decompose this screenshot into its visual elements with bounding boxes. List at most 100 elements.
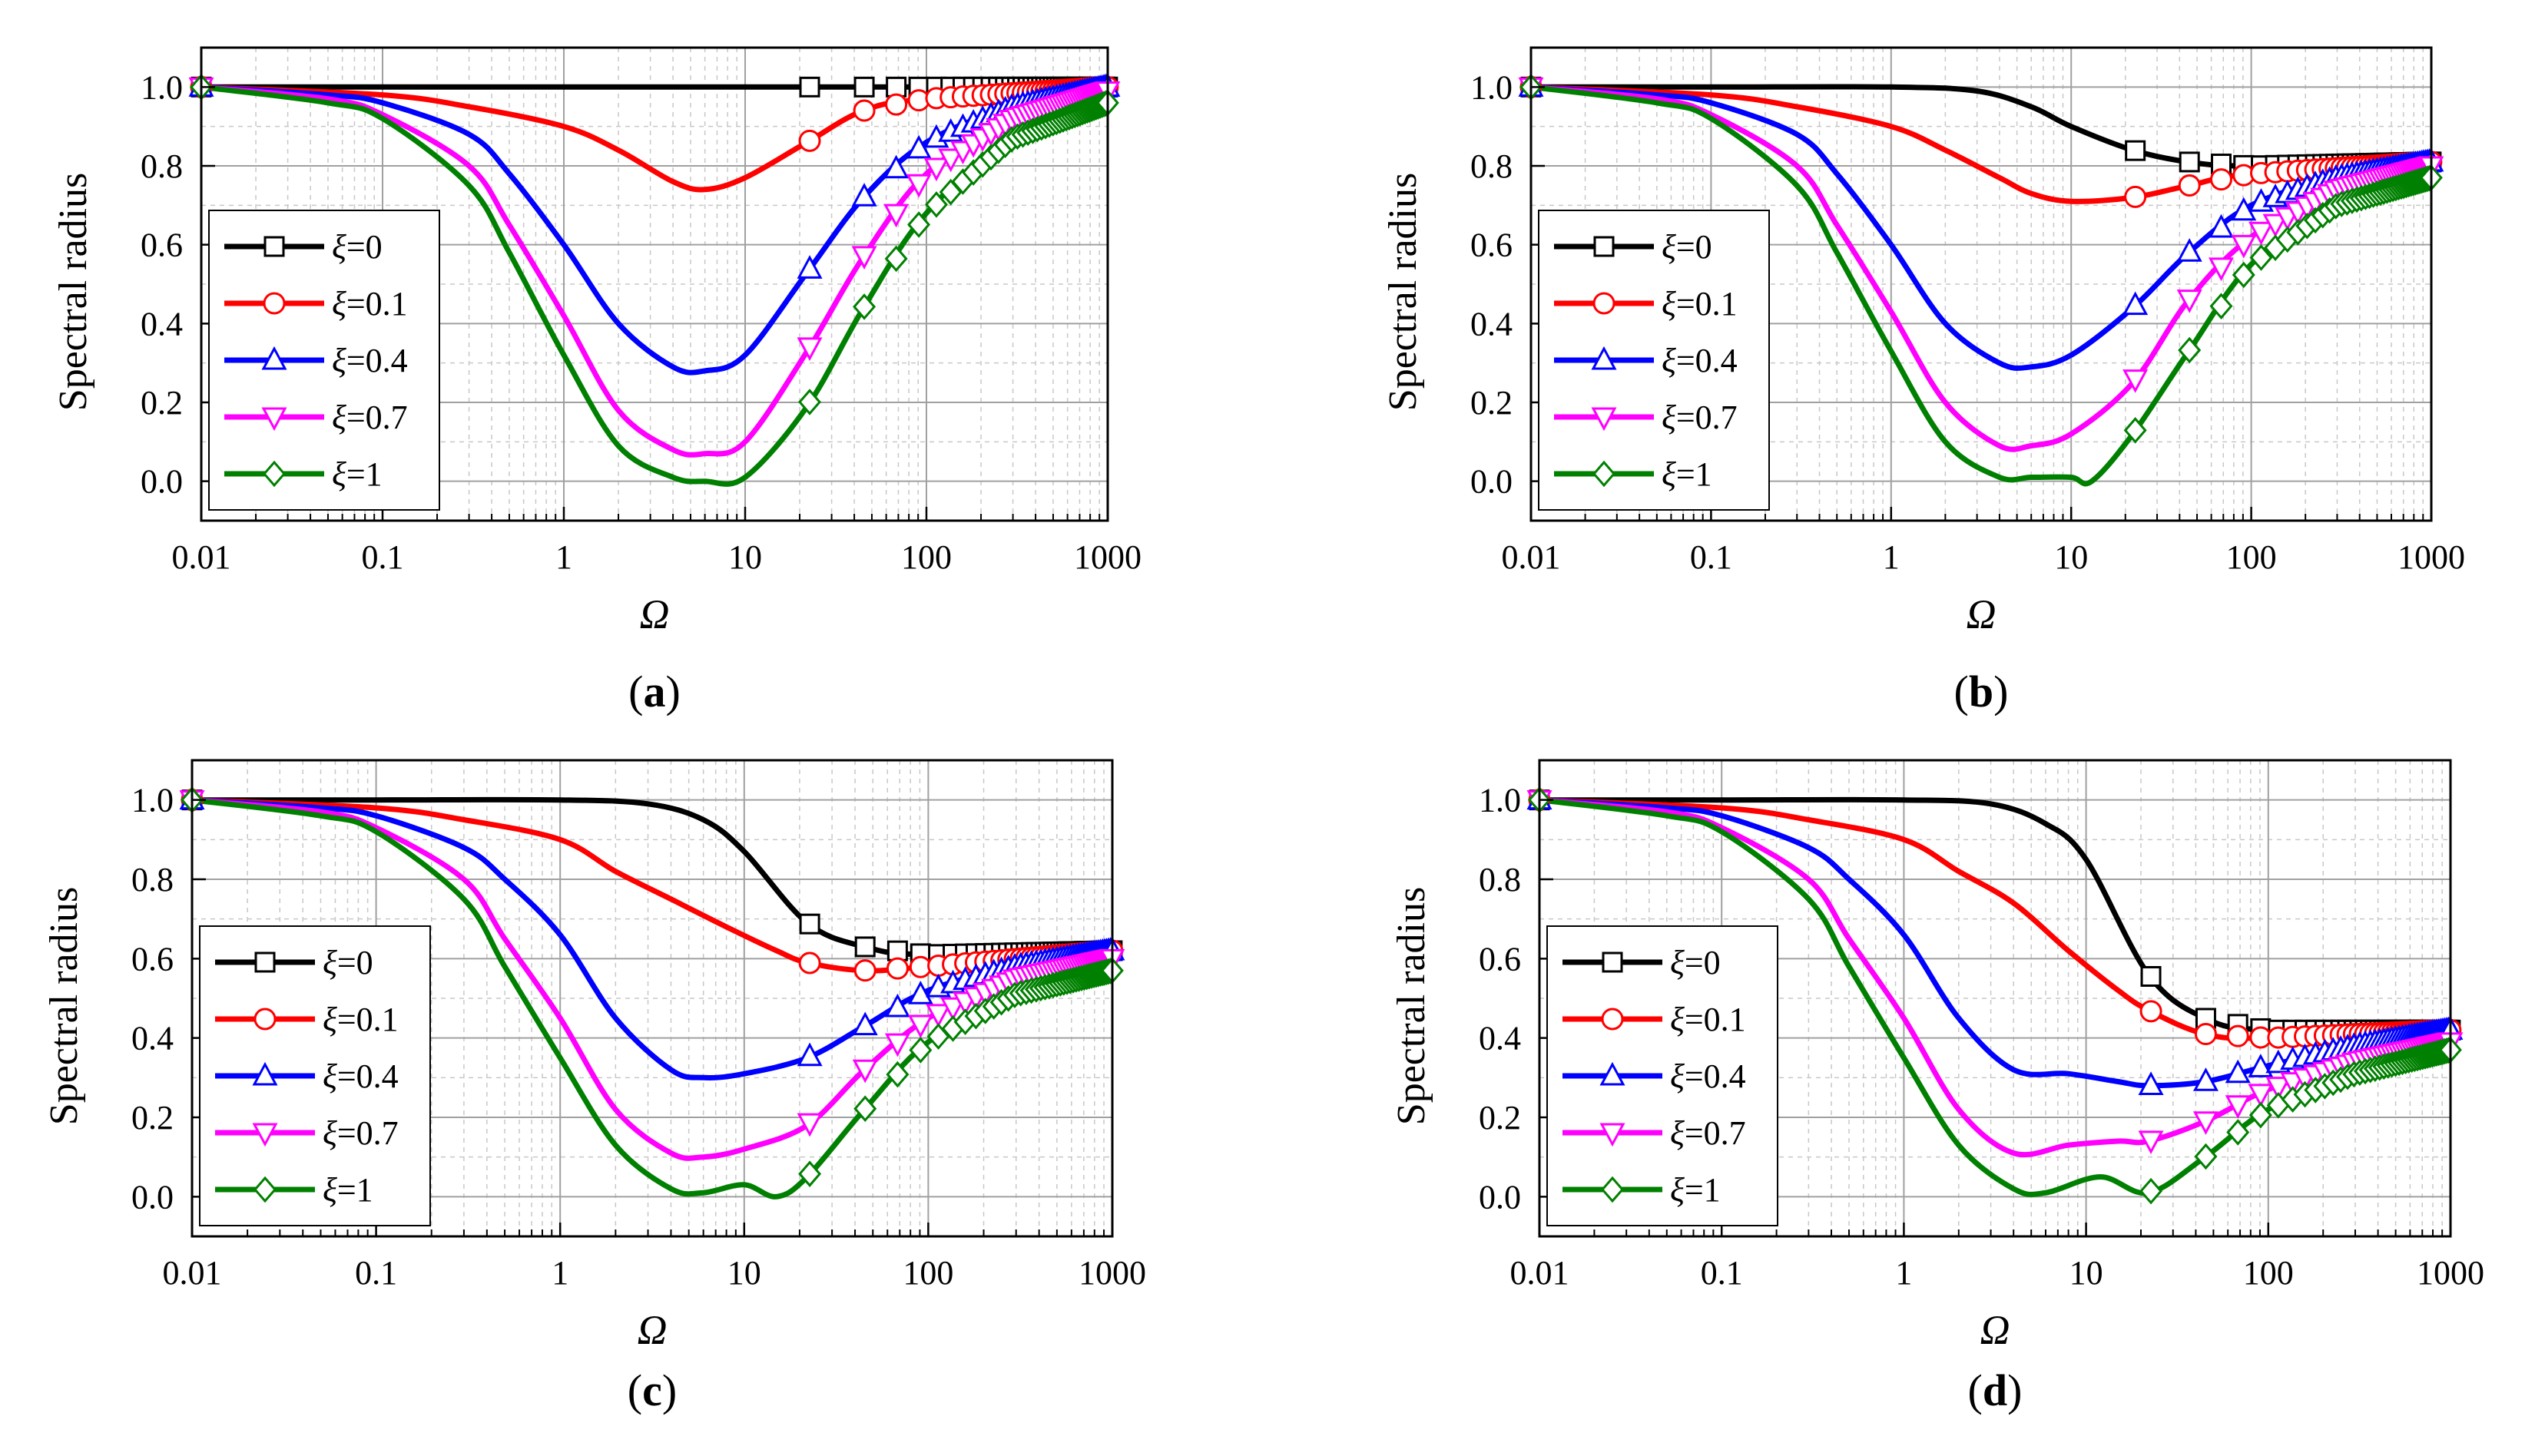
series-point-3 bbox=[940, 997, 966, 1021]
legend-label: ξ=0 bbox=[323, 944, 373, 981]
x-tick-label: 0.1 bbox=[1690, 538, 1732, 576]
legend-marker bbox=[1591, 346, 1617, 370]
x-tick-label: 1 bbox=[1883, 538, 1900, 576]
series-point-1 bbox=[853, 959, 876, 982]
x-tick-label: 1000 bbox=[1079, 1254, 1146, 1292]
x-tick-label: 0.01 bbox=[172, 538, 231, 576]
legend-label: ξ=0.4 bbox=[323, 1057, 399, 1095]
series-point-3 bbox=[2248, 221, 2275, 246]
series-point-4 bbox=[2226, 1119, 2250, 1146]
series-point-2 bbox=[797, 1042, 823, 1067]
x-tick-label: 0.1 bbox=[1701, 1254, 1743, 1292]
legend-item: ξ=0.7 bbox=[224, 399, 408, 436]
series-point-4 bbox=[2209, 293, 2233, 319]
y-tick-label: 0.4 bbox=[1470, 305, 1513, 342]
series-point-2 bbox=[2176, 238, 2202, 262]
y-tick-label: 0.6 bbox=[131, 940, 174, 978]
series-point-3 bbox=[2265, 1077, 2291, 1100]
x-tick-label: 0.1 bbox=[355, 1254, 397, 1292]
x-tick-label: 0.1 bbox=[362, 538, 404, 576]
legend-label: ξ=0 bbox=[1662, 228, 1712, 266]
legend-label: ξ=0.4 bbox=[1662, 342, 1738, 379]
x-tick-label: 100 bbox=[901, 538, 952, 576]
y-tick-label: 0.8 bbox=[131, 861, 174, 898]
plot-frame bbox=[1538, 759, 2452, 1238]
series-point-3 bbox=[797, 337, 823, 362]
legend-item: ξ=0.4 bbox=[1554, 342, 1738, 379]
y-tick-label: 0.6 bbox=[141, 227, 183, 264]
y-tick-label: 0.2 bbox=[1479, 1099, 1521, 1137]
x-tick-label: 1000 bbox=[2417, 1254, 2484, 1292]
plot-frame bbox=[200, 46, 1109, 522]
chart-panel-a: 0.01 0.1 1 10 100 1000 0.0 0.2 0.4 0.6 0.8 1.0 Ω Spec… bbox=[51, 46, 1142, 716]
series-point-1 bbox=[885, 93, 908, 116]
legend-item: ξ=0.4 bbox=[1562, 1057, 1746, 1095]
series-point-3 bbox=[2176, 290, 2202, 313]
series-point-4 bbox=[2232, 261, 2255, 289]
series-point-3 bbox=[2138, 1130, 2164, 1155]
legend-label: ξ=0.4 bbox=[1670, 1057, 1746, 1095]
series-point-3 bbox=[851, 246, 877, 270]
legend: ξ=0 ξ=0.1 ξ=0.4 ξ=0.7 ξ=1 bbox=[208, 210, 440, 511]
y-tick-label: 0.6 bbox=[1470, 227, 1513, 264]
series-point-3 bbox=[906, 174, 932, 198]
series-point-3 bbox=[923, 157, 949, 182]
y-tick-label: 0.8 bbox=[1479, 861, 1521, 898]
series-point-2 bbox=[852, 1011, 878, 1036]
legend-marker bbox=[1601, 1008, 1624, 1031]
series-point-4 bbox=[2139, 1177, 2163, 1205]
x-tick-label: 1000 bbox=[1074, 538, 1142, 576]
x-axis-label: Ω bbox=[637, 1307, 667, 1353]
series-point-1 bbox=[2226, 1024, 2249, 1047]
legend-item: ξ=1 bbox=[1554, 455, 1712, 493]
panel-caption: (a) bbox=[628, 667, 681, 716]
y-tick-label: 0.4 bbox=[141, 305, 183, 342]
axis-ticks: 0.01 0.1 1 10 100 1000 0.0 0.2 0.4 0.6 0.8 1.0 bbox=[1470, 68, 2465, 576]
y-tick-label: 0.0 bbox=[141, 463, 183, 501]
x-axis-label: Ω bbox=[639, 591, 669, 637]
legend-label: ξ=0.7 bbox=[1670, 1114, 1746, 1152]
y-tick-label: 0.0 bbox=[131, 1178, 174, 1216]
series-group bbox=[179, 786, 1125, 1200]
series-point-4 bbox=[853, 1095, 877, 1122]
legend-item: ξ=1 bbox=[215, 1171, 373, 1209]
series-point-3 bbox=[2262, 213, 2288, 238]
y-tick-label: 0.0 bbox=[1479, 1178, 1521, 1216]
legend-marker bbox=[261, 346, 287, 370]
series-point-0 bbox=[2125, 140, 2146, 161]
legend-label: ξ=1 bbox=[323, 1171, 373, 1209]
legend-marker bbox=[1592, 460, 1615, 488]
series-point-3 bbox=[938, 148, 964, 173]
legend-item: ξ=0.1 bbox=[1554, 285, 1738, 323]
legend: ξ=0 ξ=0.1 ξ=0.4 ξ=0.7 ξ=1 bbox=[1538, 210, 1770, 511]
legend-label: ξ=0.1 bbox=[332, 285, 408, 323]
y-tick-label: 1.0 bbox=[1470, 68, 1513, 106]
y-tick-label: 0.8 bbox=[1470, 147, 1513, 185]
series-point-3 bbox=[883, 204, 910, 228]
y-tick-label: 1.0 bbox=[131, 782, 174, 819]
plot-frame bbox=[191, 759, 1114, 1238]
legend-marker bbox=[261, 407, 287, 432]
legend-marker bbox=[252, 1123, 278, 1147]
legend-item: ξ=1 bbox=[1562, 1171, 1721, 1209]
series-point-2 bbox=[2122, 291, 2149, 316]
x-tick-label: 100 bbox=[2243, 1254, 2294, 1292]
series-point-0 bbox=[799, 913, 820, 935]
series-point-4 bbox=[2248, 1101, 2272, 1129]
legend-label: ξ=1 bbox=[1670, 1171, 1721, 1209]
x-tick-label: 0.01 bbox=[163, 1254, 222, 1292]
series-point-4 bbox=[886, 1061, 910, 1088]
legend-marker bbox=[252, 1061, 278, 1086]
x-tick-label: 10 bbox=[727, 1254, 761, 1292]
legend: ξ=0 ξ=0.1 ξ=0.4 ξ=0.7 ξ=1 bbox=[1546, 925, 1778, 1226]
series-point-4 bbox=[2123, 417, 2147, 444]
legend-item: ξ=0.7 bbox=[1554, 399, 1738, 436]
series-point-2 bbox=[907, 981, 933, 1004]
legend-item: ξ=0.4 bbox=[215, 1057, 399, 1095]
y-axis-label: Spectral radius bbox=[42, 887, 86, 1125]
series-point-0 bbox=[853, 76, 875, 98]
series-point-1 bbox=[798, 129, 821, 152]
y-tick-label: 1.0 bbox=[1479, 782, 1521, 819]
axis-ticks: 0.01 0.1 1 10 100 1000 0.0 0.2 0.4 0.6 0.8 1.0 bbox=[141, 68, 1142, 576]
